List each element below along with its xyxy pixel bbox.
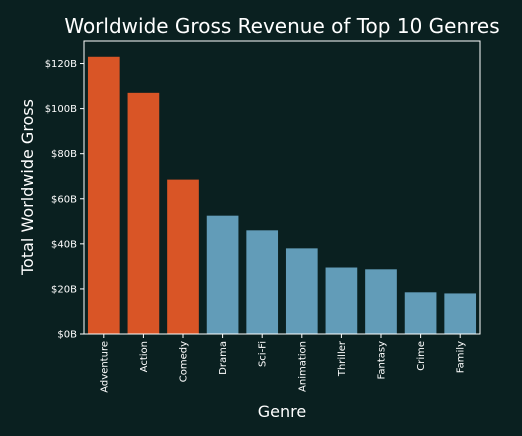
bar-thriller xyxy=(325,267,358,334)
bar-comedy xyxy=(167,179,199,334)
x-tick-label: Thriller xyxy=(337,340,348,377)
plot-frame xyxy=(83,40,481,335)
bar-animation xyxy=(285,248,318,334)
x-axis-label: Genre xyxy=(258,402,306,421)
x-tick-label: Comedy xyxy=(179,341,190,382)
bar-drama xyxy=(206,215,239,334)
x-tick-label: Family xyxy=(456,341,467,373)
x-tick-label: Sci-Fi xyxy=(258,341,269,367)
y-axis-ticks: $0B $20B $40B $60B $80B $100B $120B xyxy=(45,59,84,341)
chart-title: Worldwide Gross Revenue of Top 10 Genres xyxy=(64,14,499,38)
bar-crime xyxy=(404,292,437,334)
bar-sci-fi xyxy=(246,230,279,334)
x-tick-label: Crime xyxy=(416,341,427,371)
x-tick-label: Fantasy xyxy=(377,341,388,380)
bar-family xyxy=(444,293,477,334)
bar-adventure xyxy=(87,56,120,335)
x-tick-label: Drama xyxy=(218,341,229,375)
x-tick-label: Action xyxy=(139,341,150,372)
x-tick-label: Animation xyxy=(297,341,308,392)
bar-action xyxy=(127,92,160,334)
y-tick-label: $80B xyxy=(51,149,77,160)
bar-fantasy xyxy=(365,269,397,334)
y-tick-label: $20B xyxy=(51,284,77,295)
y-tick-label: $60B xyxy=(51,194,77,205)
y-tick-label: $120B xyxy=(45,59,77,70)
x-tick-label: Adventure xyxy=(99,341,110,393)
x-axis-ticks: Adventure Action Comedy Drama Sci-Fi Animatio… xyxy=(99,334,467,393)
bars-group xyxy=(87,56,477,335)
y-tick-label: $0B xyxy=(57,330,77,341)
y-tick-label: $40B xyxy=(51,239,77,250)
y-axis-label: Total Worldwide Gross xyxy=(18,99,37,276)
y-tick-label: $100B xyxy=(45,104,77,115)
